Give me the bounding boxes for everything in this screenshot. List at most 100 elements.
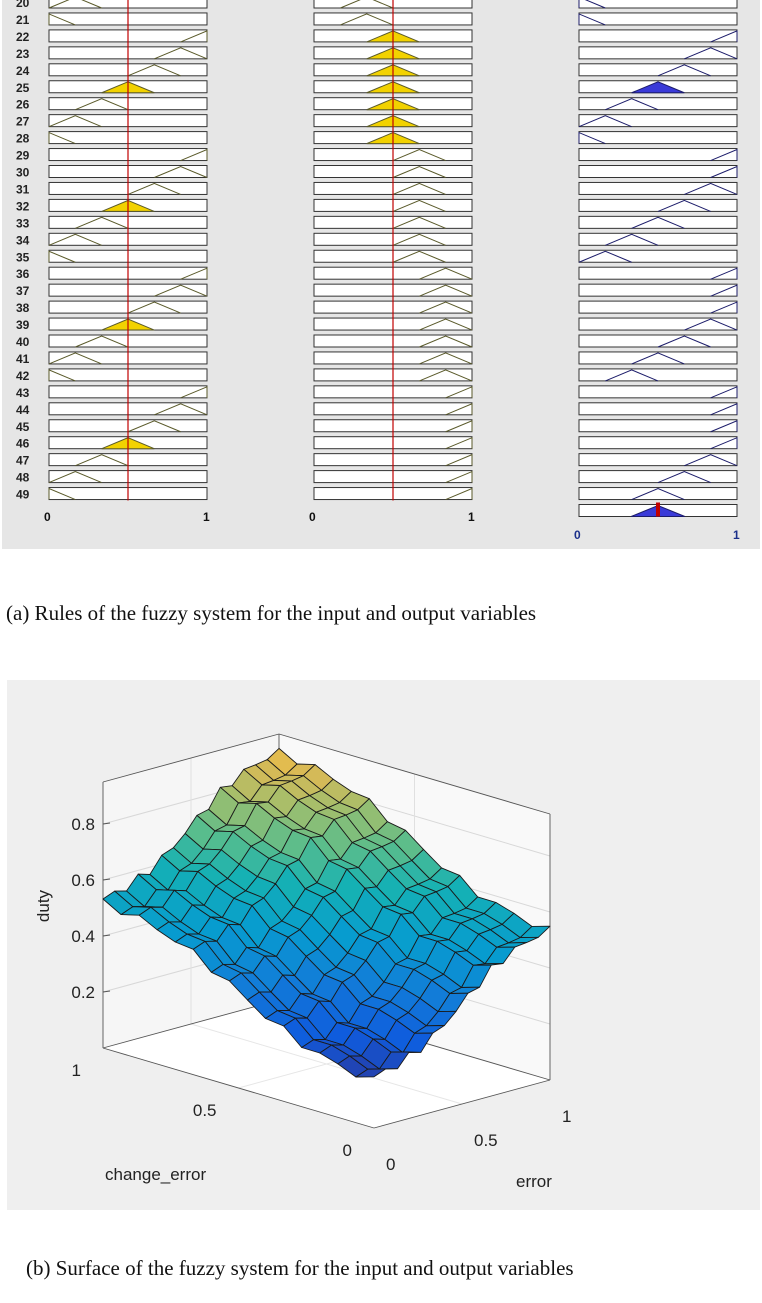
z-tick (102, 878, 111, 881)
rule-mf-shape (340, 0, 394, 9)
rule-mf-shape (180, 267, 208, 280)
rule-mf-shape (419, 335, 473, 348)
rule-mf-shape (684, 47, 738, 60)
rule-mf-box (578, 12, 738, 26)
rule-mf-shape (419, 369, 473, 382)
rule-tick-max: 1 (468, 510, 475, 524)
rule-number: 36 (16, 267, 30, 281)
rule-mf-shape (75, 216, 129, 229)
z-tick (102, 934, 111, 937)
z-axis-label: duty (34, 889, 53, 922)
rule-mf-box (578, 131, 738, 145)
rule-mf-box (578, 232, 738, 246)
rule-mf-box (578, 419, 738, 433)
rule-mf-shape (445, 453, 473, 467)
rule-number: 37 (16, 284, 30, 298)
rule-mf-shape (392, 233, 446, 246)
rule-mf-box (578, 385, 738, 399)
rule-mf-box (578, 181, 738, 195)
rule-mf-shape (419, 301, 473, 314)
rule-mf-box (578, 436, 738, 450)
rule-mf-shape (48, 0, 102, 9)
rule-mf-box (578, 470, 738, 484)
y-tick-label: 0.5 (193, 1101, 217, 1120)
rule-mf-shape (578, 131, 606, 145)
rule-mf-shape (48, 250, 76, 263)
rule-mf-box (578, 46, 738, 60)
rule-mf-shape (75, 454, 129, 467)
rule-mf-shape (127, 420, 181, 433)
surface-axis-labels: 0.2 0.4 0.6 0.8 duty 0 0.5 1 error 0 0.5 1 change_er… (34, 815, 571, 1191)
rule-number: 44 (16, 403, 30, 417)
rule-mf-shape (657, 64, 711, 77)
output-defuzz-marker (656, 502, 660, 517)
rule-mf-box (578, 63, 738, 77)
rule-mf-shape (392, 182, 446, 195)
z-tick-label: 0.4 (71, 927, 95, 946)
rule-mf-shape (710, 301, 738, 314)
rule-mf-box (578, 402, 738, 416)
x-axis-label: error (516, 1172, 552, 1191)
rule-number: 30 (16, 166, 30, 180)
rule-number: 20 (16, 0, 30, 10)
surface-patch (355, 1068, 387, 1078)
axes-edge (102, 733, 280, 783)
rule-mf-shape (710, 148, 738, 162)
rule-number: 38 (16, 301, 30, 315)
rule-mf-box (578, 487, 738, 501)
rule-viewer-canvas: 20 21 22 23 24 25 26 27 28 29 30 31 32 33 34 35 36 37 38 39… (16, 0, 740, 542)
axes-edge (102, 1047, 375, 1129)
rule-mf-shape (392, 165, 446, 178)
rule-number: 31 (16, 182, 30, 196)
y-tick-label: 1 (72, 1061, 81, 1080)
z-tick-label: 0.8 (71, 815, 95, 834)
surface-plot-panel: 0.2 0.4 0.6 0.8 duty 0 0.5 1 error 0 0.5 1 change_er… (7, 680, 760, 1210)
rule-mf-box (578, 215, 738, 229)
rule-mf-shape (445, 436, 473, 450)
rule-number: 27 (16, 115, 30, 129)
axes-edge (102, 999, 280, 1049)
rule-mf-box (578, 283, 738, 297)
rule-mf-shape (710, 284, 738, 297)
rule-mf-shape (75, 98, 129, 111)
rule-number: 35 (16, 250, 30, 264)
rule-number: 21 (16, 13, 30, 27)
rule-mf-shape (710, 165, 738, 178)
rule-mf-shape (578, 250, 632, 263)
rule-mf-shape (657, 471, 711, 484)
rule-mf-shape (48, 352, 102, 365)
rule-mf-shape (710, 403, 738, 416)
rule-mf-shape (392, 250, 446, 263)
rule-mf-shape (48, 471, 102, 484)
rule-mf-box (578, 317, 738, 331)
rule-mf-shape (445, 470, 473, 484)
rule-tick-max: 1 (203, 510, 210, 524)
axes-edge (373, 1079, 551, 1129)
rule-mf-shape (578, 0, 606, 9)
rule-number: 23 (16, 47, 30, 61)
rule-number: 32 (16, 199, 30, 213)
z-tick (102, 822, 111, 825)
rule-mf-shape (605, 369, 659, 382)
rule-mf-shape (657, 199, 711, 212)
rule-mf-shape (154, 47, 208, 60)
rule-mf-shape (154, 165, 208, 178)
rule-mf-shape (392, 216, 446, 229)
rule-mf-shape (48, 131, 76, 145)
rule-mf-shape (605, 98, 659, 111)
rule-mf-shape (48, 369, 76, 382)
rule-mf-box (578, 334, 738, 348)
rule-mf-box (578, 266, 738, 280)
z-tick-label: 0.6 (71, 871, 95, 890)
rule-number: 25 (16, 81, 30, 95)
rule-mf-shape (392, 199, 446, 212)
rule-mf-shape (684, 454, 738, 467)
rule-mf-shape (578, 13, 606, 26)
rule-mf-shape (127, 182, 181, 195)
rule-mf-shape (180, 30, 208, 43)
caption-surface: (b) Surface of the fuzzy system for the … (26, 1256, 574, 1280)
rule-number: 28 (16, 132, 30, 146)
caption-rules: (a) Rules of the fuzzy system for the in… (6, 601, 537, 625)
rule-number: 49 (16, 488, 30, 502)
rule-mf-box (578, 148, 738, 162)
